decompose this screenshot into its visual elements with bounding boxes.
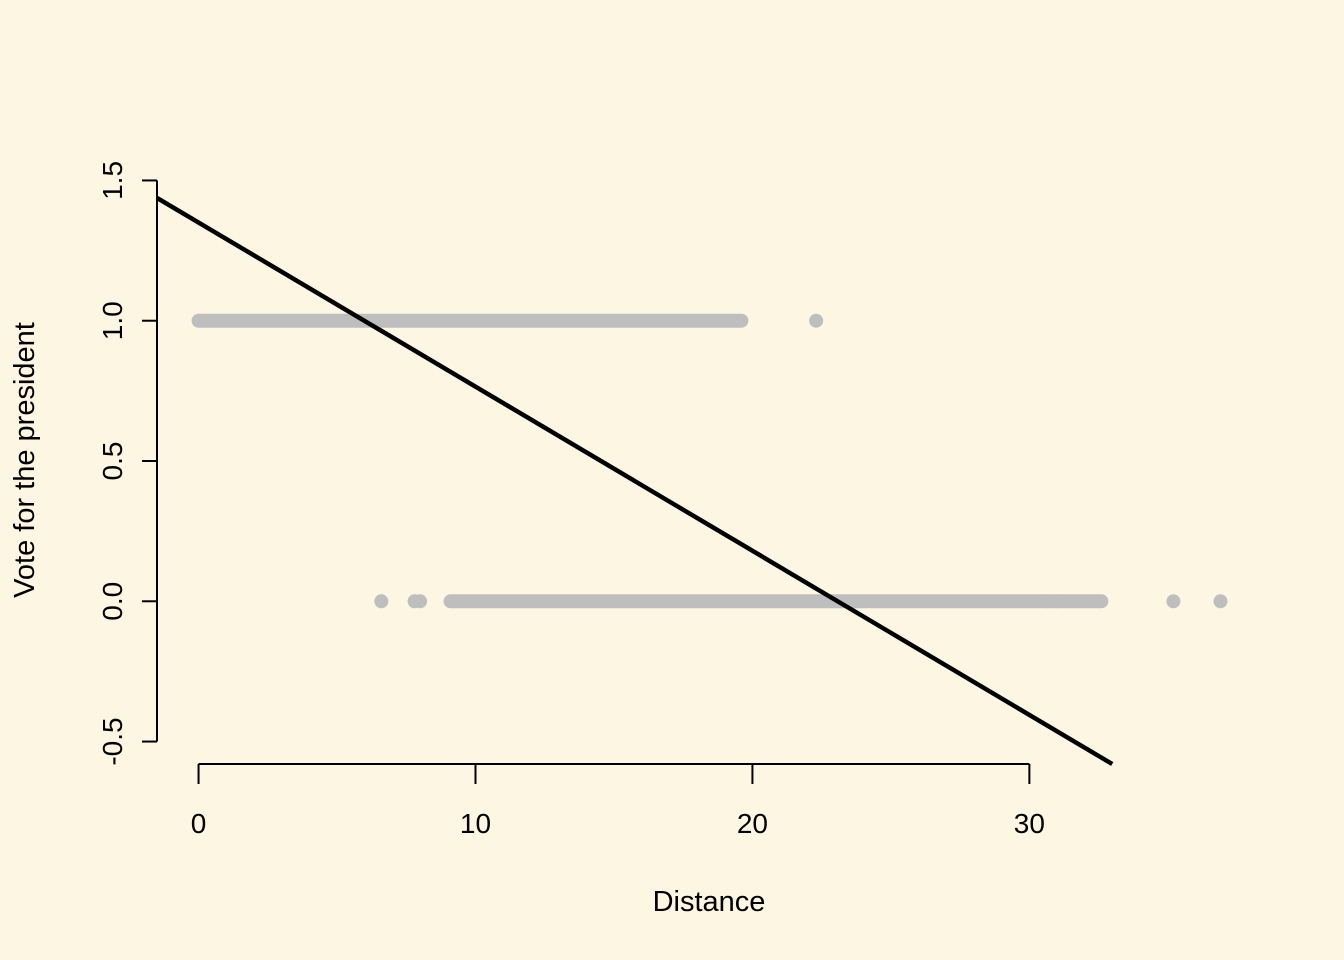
data-point [1038, 594, 1053, 609]
y-tick-label: 0.5 [97, 442, 128, 481]
x-tick-label: 20 [737, 808, 768, 839]
y-tick-label: -0.5 [97, 717, 128, 765]
x-tick-label: 0 [191, 808, 207, 839]
y-axis-title: Vote for the president [9, 322, 41, 598]
regression-line [155, 195, 1114, 766]
data-point [809, 313, 824, 328]
y-tick-label: 0.0 [97, 582, 128, 621]
x-axis: 0 10 20 30 [191, 763, 1045, 839]
y-tick-label: 1.0 [97, 301, 128, 340]
x-axis-title: Distance [653, 886, 766, 918]
x-tick-label: 10 [460, 808, 491, 839]
data-point [374, 594, 389, 609]
y-tick-label: 1.5 [97, 161, 128, 200]
data-points [191, 313, 1228, 609]
x-tick-label: 30 [1014, 808, 1045, 839]
data-point [1213, 594, 1228, 609]
data-point [1166, 594, 1181, 609]
y-axis: -0.5 0.0 0.5 1.0 1.5 [97, 161, 158, 766]
data-point [413, 594, 428, 609]
data-point [1050, 594, 1065, 609]
regression-line-group [155, 195, 1114, 766]
